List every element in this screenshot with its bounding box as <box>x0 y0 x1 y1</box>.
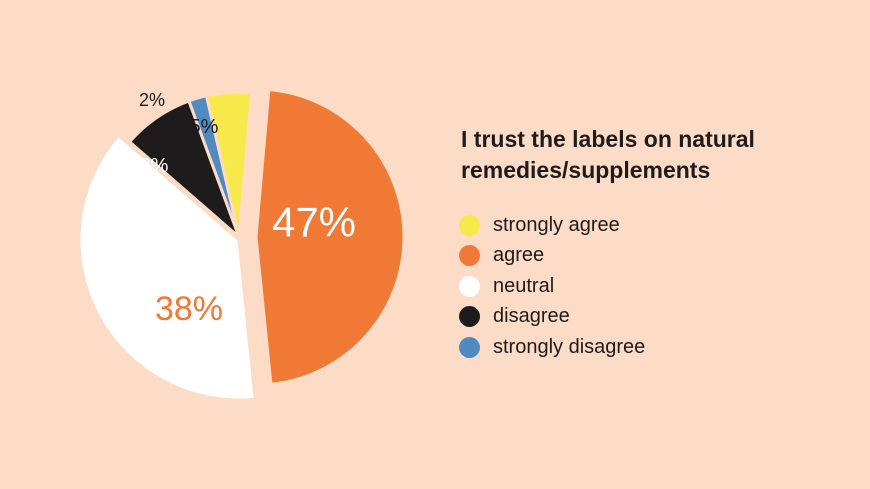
chart-title-line-2: remedies/supplements <box>461 157 711 183</box>
legend-swatch-agree <box>459 245 480 267</box>
legend-item-strongly-agree: strongly agree <box>459 210 645 241</box>
data-label-strongly-agree: 5% <box>190 116 219 138</box>
legend-swatch-neutral <box>459 275 480 297</box>
data-label-strongly-disagree: 2% <box>139 90 165 110</box>
legend-swatch-strongly-disagree <box>459 336 480 358</box>
chart-title-line-1: I trust the labels on natural <box>461 126 755 152</box>
pie-slice-neutral <box>77 133 257 402</box>
legend-item-agree: agree <box>459 241 645 272</box>
legend-label-strongly-agree: strongly agree <box>493 213 620 236</box>
legend-item-disagree: disagree <box>459 302 645 333</box>
legend-label-disagree: disagree <box>493 305 570 328</box>
legend-label-neutral: neutral <box>493 274 555 297</box>
legend-label-strongly-disagree: strongly disagree <box>493 335 646 358</box>
chart-title: I trust the labels on natural remedies/s… <box>461 124 841 186</box>
pie-slice-strongly-disagree <box>187 94 241 239</box>
legend-swatch-disagree <box>459 306 480 328</box>
data-label-neutral: 38% <box>155 290 223 328</box>
data-label-agree: 47% <box>272 199 356 246</box>
legend: strongly agree agree neutral disagree st… <box>459 210 645 363</box>
data-label-disagree: 8% <box>140 155 169 177</box>
pie-slice-agree <box>254 88 406 386</box>
legend-swatch-strongly-agree <box>459 214 480 236</box>
legend-label-agree: agree <box>493 244 545 267</box>
legend-item-strongly-disagree: strongly disagree <box>459 332 645 363</box>
legend-item-neutral: neutral <box>459 271 645 302</box>
